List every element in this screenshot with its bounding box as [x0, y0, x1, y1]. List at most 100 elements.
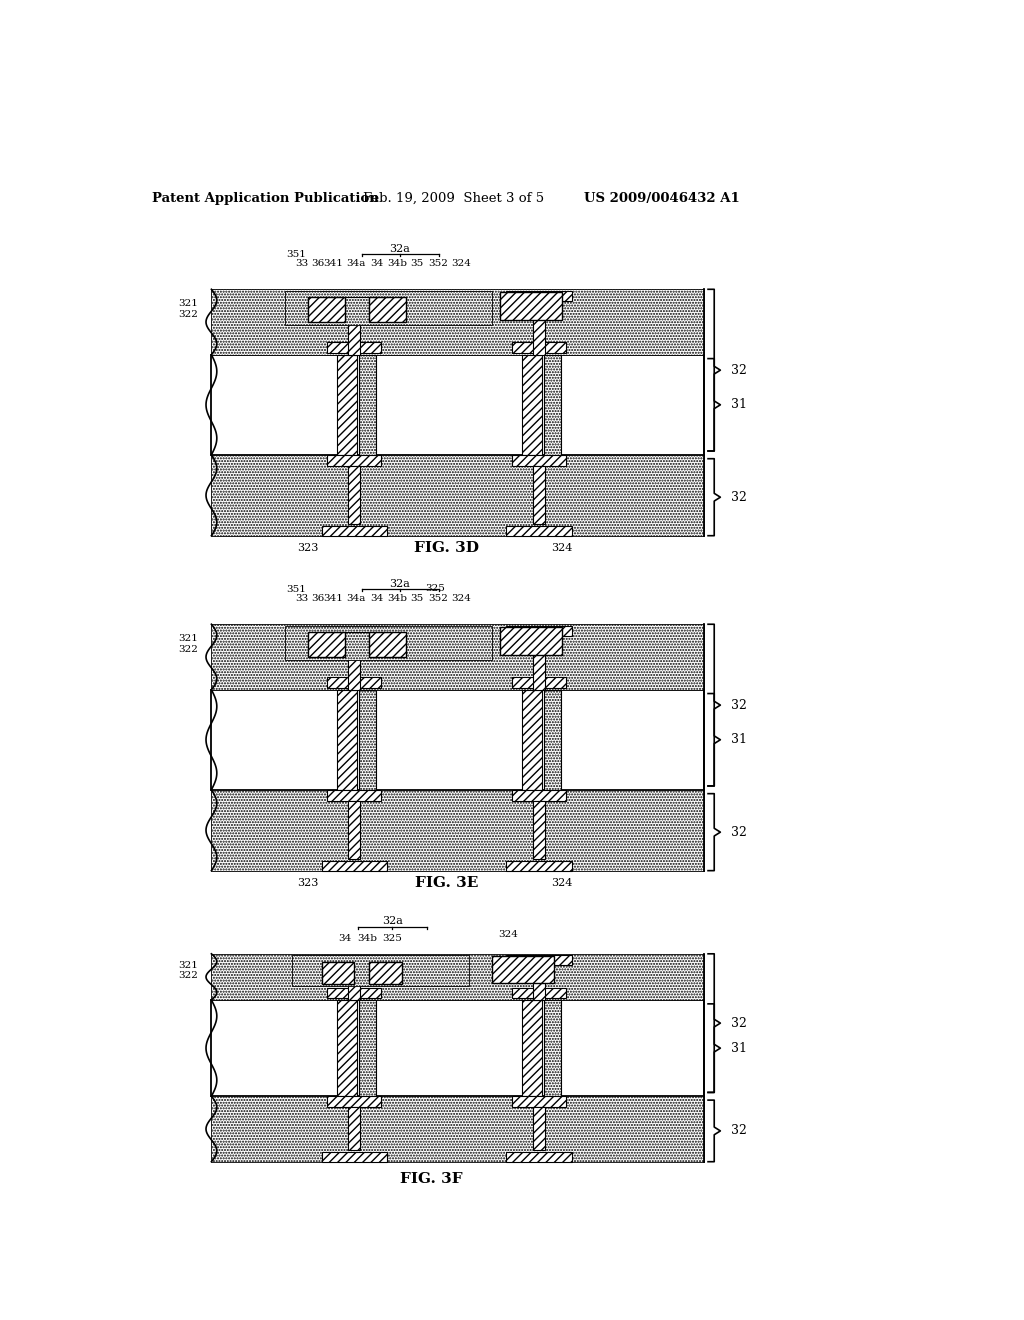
- Bar: [348, 636, 360, 689]
- Bar: [532, 302, 545, 355]
- Bar: [500, 292, 562, 321]
- Bar: [512, 789, 565, 800]
- Text: 322: 322: [178, 310, 199, 319]
- Bar: [211, 289, 705, 355]
- Bar: [322, 1151, 387, 1162]
- Text: 32: 32: [731, 698, 748, 711]
- Bar: [348, 1107, 360, 1150]
- Text: 34: 34: [371, 260, 384, 268]
- Text: 321: 321: [178, 298, 199, 308]
- Bar: [544, 355, 561, 455]
- Bar: [307, 297, 345, 322]
- Bar: [211, 954, 705, 1001]
- Bar: [500, 627, 562, 655]
- Text: 323: 323: [297, 543, 318, 553]
- Bar: [348, 302, 360, 355]
- Text: FIG. 3E: FIG. 3E: [415, 876, 478, 890]
- Text: 34b: 34b: [387, 260, 407, 268]
- Text: 341: 341: [324, 260, 343, 268]
- Bar: [370, 297, 407, 322]
- Text: 351: 351: [286, 251, 306, 259]
- Text: 325: 325: [425, 583, 444, 593]
- Text: 32: 32: [731, 1016, 748, 1030]
- Bar: [506, 1151, 571, 1162]
- Bar: [359, 1001, 376, 1096]
- Bar: [532, 636, 545, 689]
- Text: 35: 35: [411, 260, 424, 268]
- Text: 32a: 32a: [389, 579, 411, 589]
- Bar: [211, 1096, 705, 1162]
- Bar: [493, 956, 554, 983]
- Text: 34: 34: [371, 594, 384, 603]
- Text: 36: 36: [311, 594, 325, 603]
- Bar: [532, 1107, 545, 1150]
- Bar: [359, 355, 376, 455]
- Text: 32: 32: [731, 1125, 748, 1138]
- Text: 352: 352: [429, 260, 449, 268]
- Bar: [506, 525, 571, 536]
- Bar: [327, 1096, 381, 1107]
- Text: 32: 32: [731, 363, 748, 376]
- Text: 34b: 34b: [357, 935, 378, 942]
- Bar: [327, 789, 381, 800]
- Text: 322: 322: [178, 645, 199, 655]
- Text: 324: 324: [452, 594, 472, 603]
- Bar: [211, 455, 705, 536]
- Bar: [322, 290, 387, 301]
- Bar: [544, 1001, 561, 1096]
- Text: FIG. 3D: FIG. 3D: [414, 541, 479, 554]
- Bar: [211, 624, 705, 689]
- Bar: [322, 525, 387, 536]
- Bar: [506, 956, 571, 965]
- Bar: [327, 677, 381, 688]
- Text: Patent Application Publication: Patent Application Publication: [152, 191, 379, 205]
- Text: 324: 324: [551, 878, 572, 888]
- Text: 36: 36: [311, 260, 325, 268]
- Bar: [348, 466, 360, 524]
- Text: 341: 341: [324, 594, 343, 603]
- Bar: [370, 961, 401, 983]
- Bar: [544, 689, 561, 789]
- Bar: [506, 861, 571, 871]
- Text: 35: 35: [411, 594, 424, 603]
- Bar: [322, 961, 354, 983]
- Bar: [521, 355, 542, 455]
- Text: 31: 31: [731, 733, 748, 746]
- Bar: [506, 626, 571, 636]
- Text: 324: 324: [498, 931, 518, 939]
- Bar: [521, 689, 542, 789]
- Bar: [322, 956, 387, 965]
- Text: US 2009/0046432 A1: US 2009/0046432 A1: [584, 191, 739, 205]
- Text: FIG. 3F: FIG. 3F: [399, 1172, 462, 1185]
- Bar: [512, 677, 565, 688]
- Bar: [521, 1001, 542, 1096]
- Bar: [211, 689, 705, 789]
- Bar: [532, 466, 545, 524]
- Bar: [532, 966, 545, 1001]
- Bar: [348, 966, 360, 1001]
- Bar: [337, 1001, 357, 1096]
- Bar: [327, 455, 381, 466]
- Text: 32: 32: [731, 825, 748, 838]
- Text: 324: 324: [452, 260, 472, 268]
- Bar: [512, 455, 565, 466]
- Bar: [285, 626, 493, 660]
- Bar: [337, 689, 357, 789]
- Bar: [359, 689, 376, 789]
- Text: 321: 321: [178, 634, 199, 643]
- Text: 34a: 34a: [346, 260, 366, 268]
- Bar: [532, 800, 545, 859]
- Text: 32a: 32a: [389, 244, 411, 255]
- Text: 323: 323: [297, 878, 318, 888]
- Bar: [512, 987, 565, 998]
- Bar: [506, 290, 571, 301]
- Bar: [322, 626, 387, 636]
- Bar: [512, 1096, 565, 1107]
- Text: 325: 325: [382, 935, 402, 942]
- Bar: [211, 355, 705, 455]
- Text: 34: 34: [338, 935, 351, 942]
- Bar: [322, 861, 387, 871]
- Text: Feb. 19, 2009  Sheet 3 of 5: Feb. 19, 2009 Sheet 3 of 5: [364, 191, 545, 205]
- Bar: [211, 789, 705, 871]
- Text: 324: 324: [551, 543, 572, 553]
